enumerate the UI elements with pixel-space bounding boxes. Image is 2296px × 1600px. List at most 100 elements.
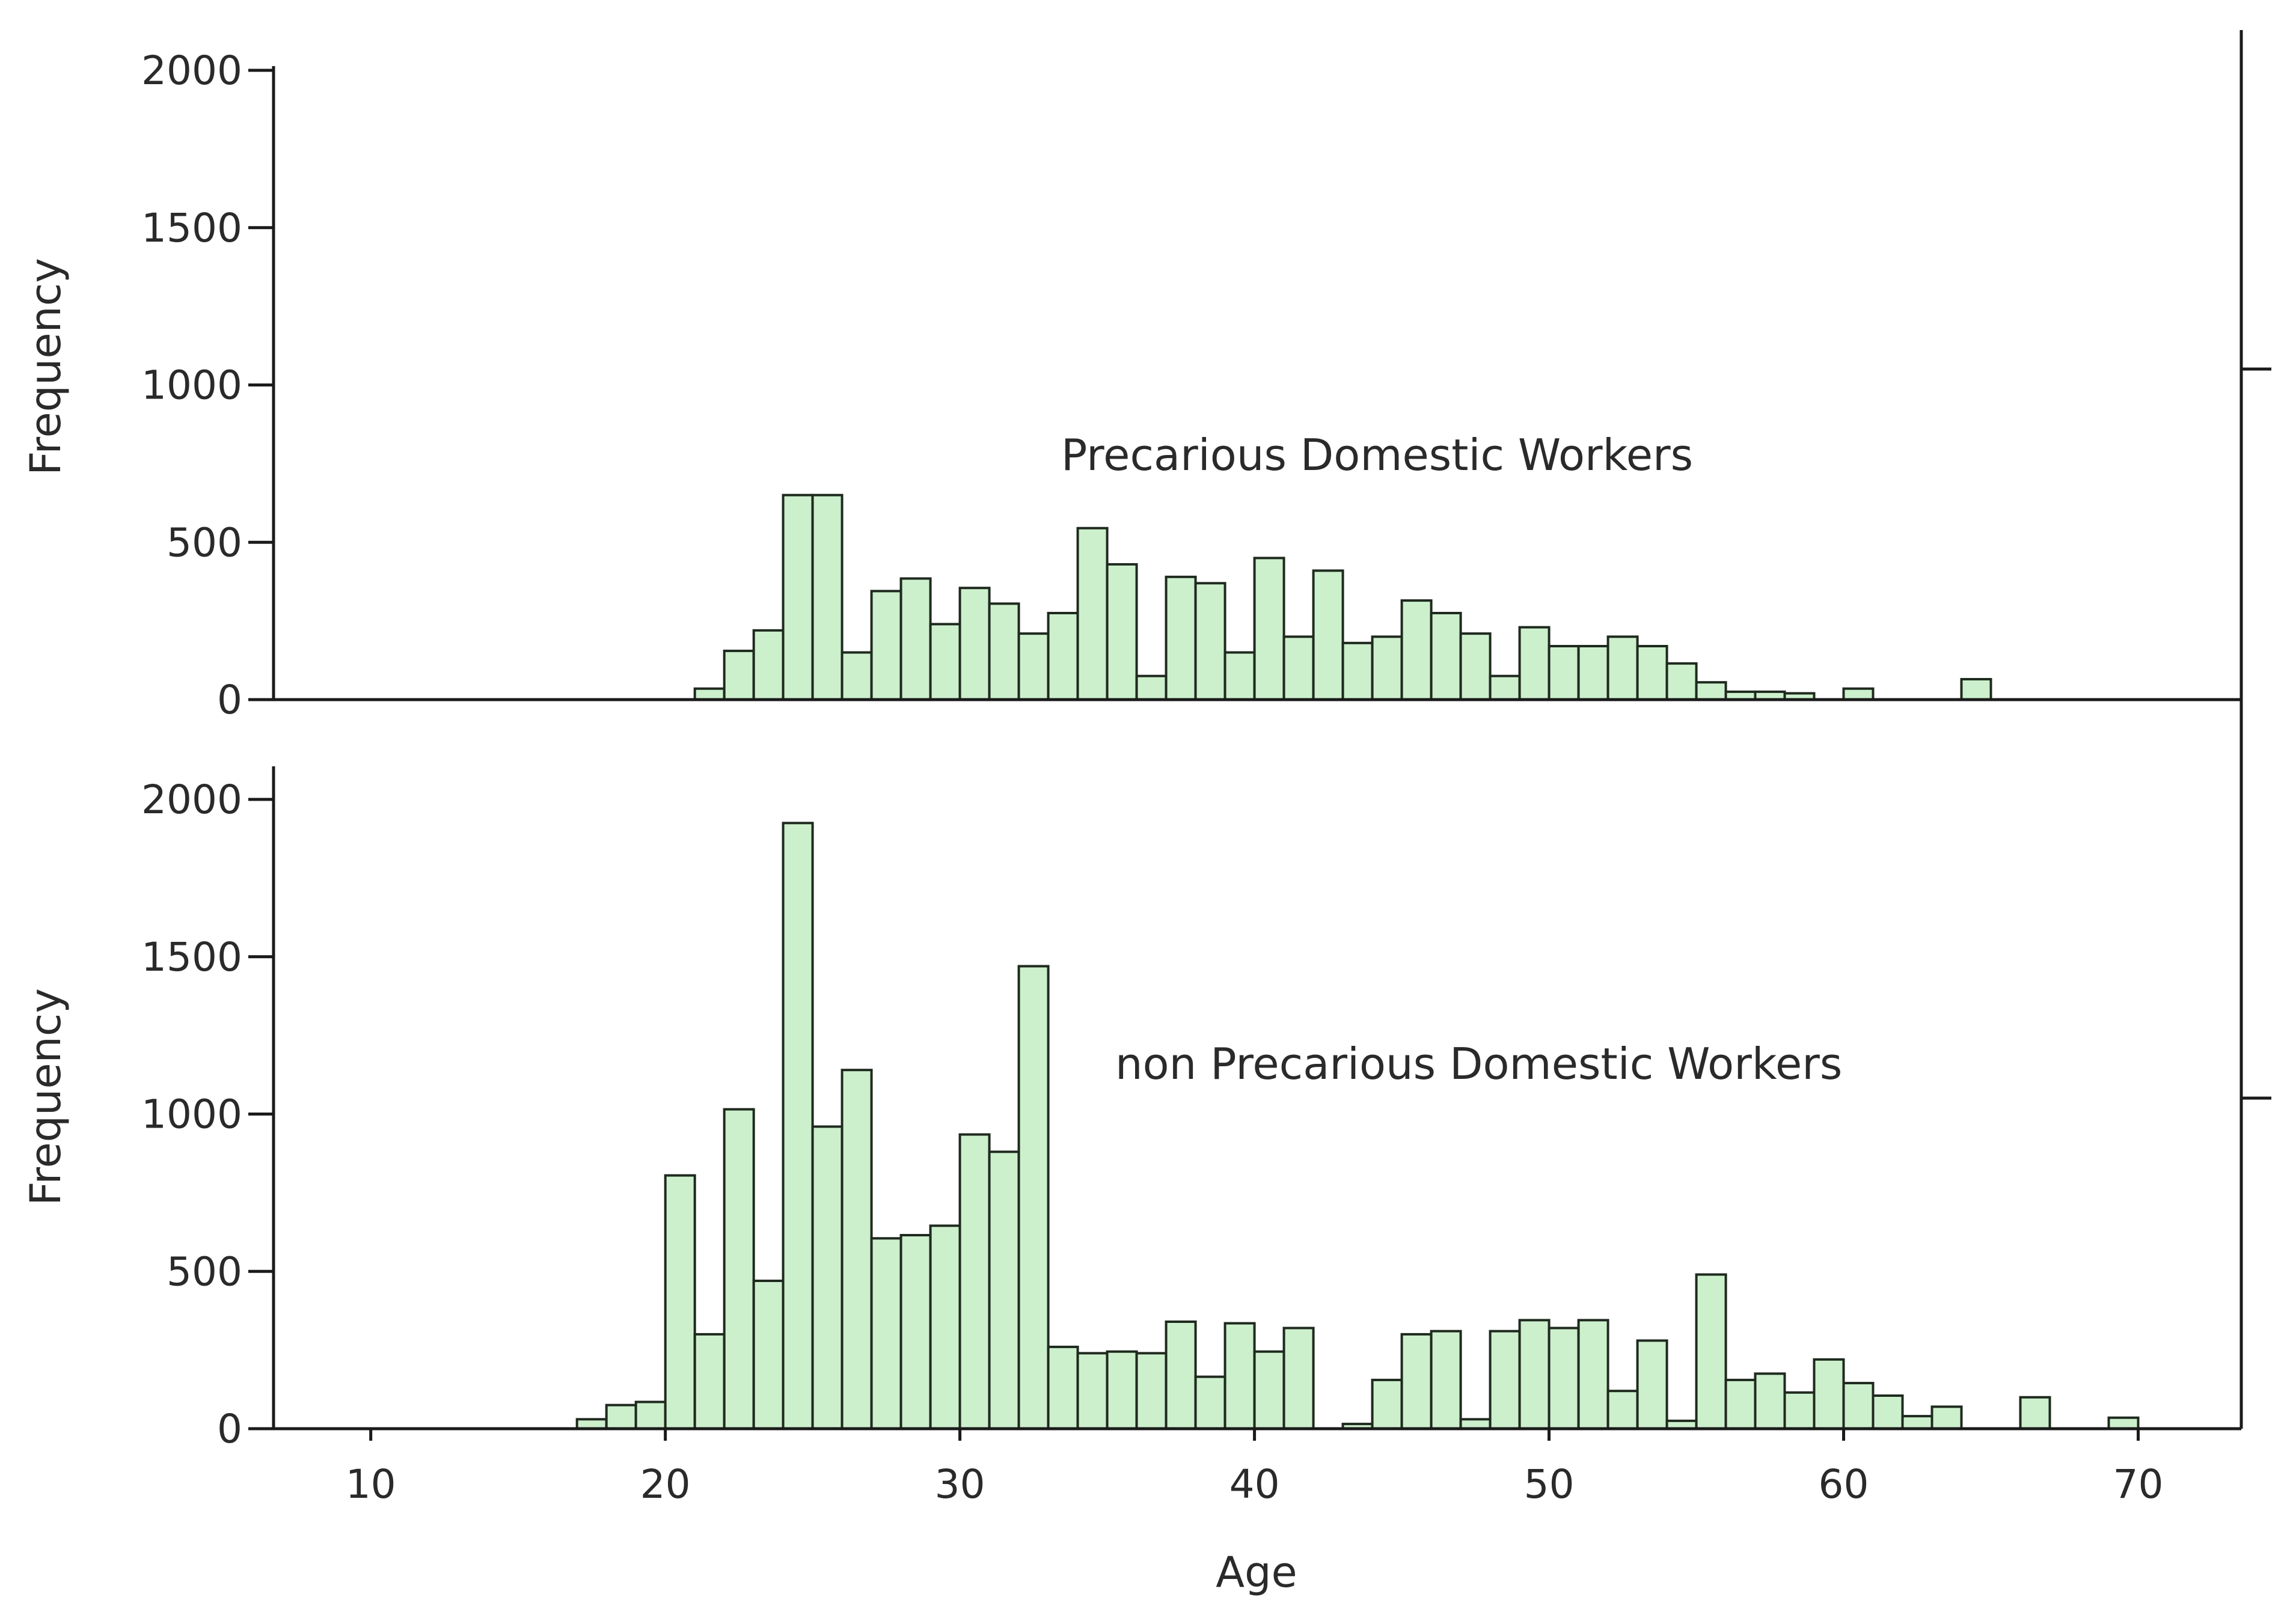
bar-precarious-64	[1960, 678, 1992, 701]
bar-precarious-22	[723, 649, 755, 701]
bar-non-precarious-28	[899, 1234, 932, 1430]
bar-non-precarious-30	[958, 1133, 991, 1430]
bar-precarious-26	[840, 651, 873, 701]
bar-non-precarious-35	[1106, 1350, 1138, 1430]
x-tick-label-60: 60	[1819, 1461, 1869, 1507]
bar-precarious-42	[1312, 569, 1344, 701]
y-ticks-non-precarious: 0 500 1000 1500 2000	[141, 777, 274, 1452]
bar-precarious-21	[693, 687, 726, 701]
bar-non-precarious-52	[1606, 1390, 1639, 1430]
bar-non-precarious-62	[1901, 1415, 1933, 1431]
bar-non-precarious-45	[1400, 1333, 1433, 1430]
bar-precarious-48	[1489, 674, 1521, 701]
annotation-non-precarious: non Precarious Domestic Workers	[1115, 1039, 1842, 1089]
bar-non-precarious-44	[1371, 1378, 1403, 1430]
y-axis-title-top: Frequency	[21, 258, 70, 475]
bar-precarious-50	[1548, 645, 1580, 701]
bar-non-precarious-39	[1223, 1322, 1256, 1431]
bar-precarious-47	[1459, 632, 1492, 701]
bar-precarious-53	[1636, 645, 1668, 701]
bar-precarious-45	[1400, 599, 1433, 701]
y-tick-label-non-precarious-2000: 2000	[141, 777, 242, 823]
bar-precarious-39	[1223, 651, 1256, 701]
y-axis-title-bottom: Frequency	[21, 988, 70, 1206]
x-tick-label-30: 30	[935, 1461, 985, 1507]
bars-precarious	[693, 493, 1992, 701]
bar-non-precarious-53	[1636, 1339, 1668, 1430]
bar-precarious-38	[1194, 582, 1226, 701]
y-tick-label-non-precarious-500: 500	[167, 1248, 242, 1295]
y-tick-label-precarious-2000: 2000	[141, 47, 242, 94]
y-tick-label-non-precarious-1000: 1000	[141, 1092, 242, 1138]
bar-precarious-52	[1606, 635, 1639, 701]
bars-non-precarious	[575, 822, 2140, 1431]
bar-precarious-31	[988, 602, 1020, 701]
bar-non-precarious-18	[605, 1403, 637, 1430]
bar-non-precarious-59	[1813, 1358, 1845, 1431]
bar-non-precarious-31	[988, 1150, 1020, 1431]
bar-non-precarious-57	[1754, 1372, 1786, 1430]
bar-non-precarious-27	[870, 1237, 902, 1431]
y-tick-label-precarious-1500: 1500	[141, 205, 242, 251]
bar-non-precarious-34	[1076, 1352, 1109, 1430]
bar-non-precarious-48	[1489, 1330, 1521, 1430]
bar-non-precarious-51	[1577, 1319, 1609, 1430]
bar-non-precarious-38	[1194, 1375, 1226, 1431]
bar-precarious-23	[752, 629, 785, 701]
bar-non-precarious-46	[1430, 1330, 1462, 1430]
x-tick-label-50: 50	[1524, 1461, 1575, 1507]
bar-precarious-37	[1165, 575, 1197, 701]
bar-non-precarious-21	[693, 1333, 726, 1430]
bar-precarious-33	[1047, 612, 1079, 701]
x-tick-label-20: 20	[640, 1461, 691, 1507]
bar-non-precarious-66	[2019, 1396, 2051, 1430]
bar-non-precarious-26	[840, 1069, 873, 1430]
bar-precarious-34	[1076, 527, 1109, 701]
bar-non-precarious-22	[723, 1108, 755, 1430]
bar-non-precarious-69	[2107, 1416, 2140, 1430]
right-frame	[2239, 30, 2271, 1429]
bar-non-precarious-20	[664, 1174, 696, 1430]
bar-precarious-40	[1253, 557, 1285, 701]
bar-precarious-55	[1695, 681, 1727, 701]
bar-precarious-43	[1341, 641, 1374, 701]
bar-precarious-49	[1518, 626, 1551, 701]
bar-non-precarious-58	[1783, 1391, 1816, 1431]
x-ticks: 10 20 30 40 50 60 70	[346, 1429, 2164, 1507]
bar-non-precarious-41	[1282, 1327, 1315, 1430]
bar-non-precarious-23	[752, 1280, 785, 1430]
bar-precarious-28	[899, 577, 932, 701]
bar-non-precarious-56	[1724, 1378, 1757, 1430]
bar-non-precarious-33	[1047, 1345, 1079, 1430]
x-axis-title: Age	[1216, 1548, 1297, 1597]
bar-non-precarious-36	[1135, 1352, 1168, 1430]
x-tick-label-40: 40	[1229, 1461, 1280, 1507]
bar-precarious-51	[1577, 645, 1609, 701]
bar-precarious-27	[870, 590, 902, 701]
bar-non-precarious-24	[782, 822, 814, 1431]
bar-non-precarious-61	[1872, 1394, 1904, 1430]
bar-non-precarious-25	[811, 1125, 843, 1431]
x-tick-label-10: 10	[346, 1461, 396, 1507]
bar-precarious-30	[958, 587, 991, 701]
bar-precarious-25	[811, 493, 843, 701]
bar-precarious-29	[929, 623, 961, 701]
y-tick-label-precarious-1000: 1000	[141, 362, 242, 409]
bar-non-precarious-29	[929, 1224, 961, 1431]
bar-precarious-54	[1665, 662, 1698, 701]
y-tick-label-non-precarious-0: 0	[217, 1406, 242, 1452]
bar-non-precarious-32	[1017, 965, 1050, 1430]
x-tick-label-70: 70	[2113, 1461, 2164, 1507]
bar-precarious-46	[1430, 612, 1462, 701]
bar-non-precarious-63	[1930, 1405, 1963, 1430]
bar-precarious-60	[1842, 687, 1875, 701]
bar-precarious-41	[1282, 635, 1315, 701]
bar-non-precarious-37	[1165, 1321, 1197, 1430]
y-tick-label-precarious-0: 0	[217, 677, 242, 723]
panel-non-precarious: 0 500 1000 1500 2000 10 20 30 40 50 60 70 Frequenc…	[21, 766, 2241, 1597]
annotation-precarious: Precarious Domestic Workers	[1061, 430, 1693, 480]
bar-non-precarious-60	[1842, 1382, 1875, 1431]
y-tick-label-non-precarious-1500: 1500	[141, 934, 242, 980]
bar-precarious-32	[1017, 632, 1050, 701]
bar-non-precarious-50	[1548, 1327, 1580, 1430]
